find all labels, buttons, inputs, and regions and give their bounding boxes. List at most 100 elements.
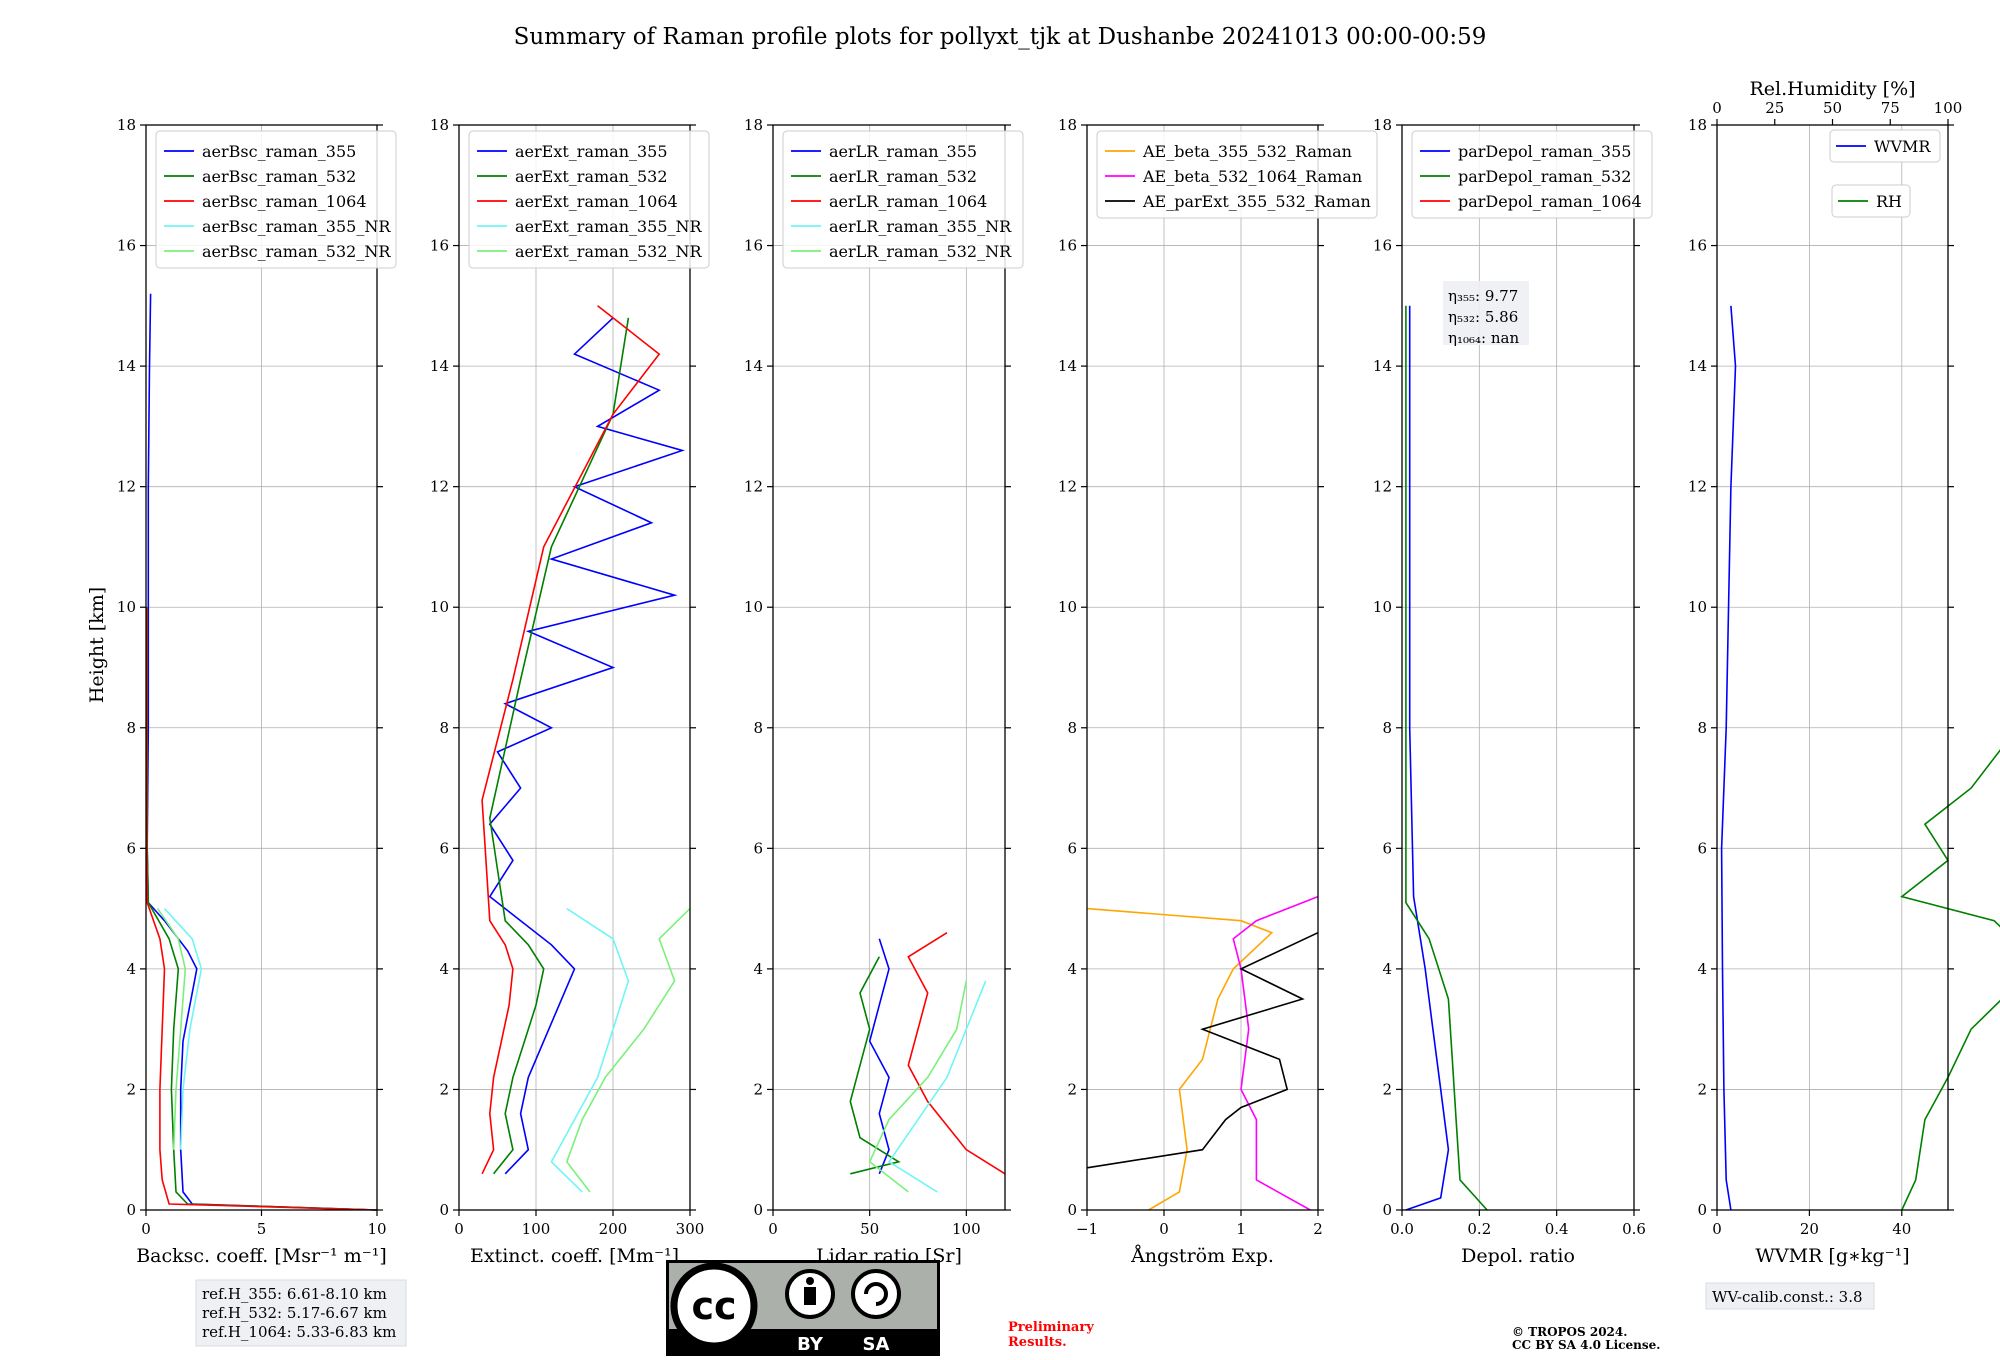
ext-ytick-label: 14 [430, 357, 449, 375]
ext-legend-label: aerExt_raman_355 [515, 142, 668, 161]
wv-xtick-label: 0 [1712, 1220, 1722, 1238]
eta-annotation-line: η₃₅₅: 9.77 [1448, 287, 1518, 305]
bsc-ytick-label: 4 [126, 960, 136, 978]
lr-series-aerLR_raman_355_NR [887, 980, 987, 1193]
bsc-series-aerBsc_raman_1064 [145, 607, 378, 1211]
ext-ytick-label: 2 [439, 1080, 449, 1098]
eta-annotation-line: η₅₃₂: 5.86 [1448, 308, 1518, 326]
ext-xlabel: Extinct. coeff. [Mm⁻¹] [470, 1245, 679, 1267]
ref-height-532: ref.H_532: 5.17-6.67 km [202, 1304, 387, 1322]
ext-ytick-label: 16 [430, 237, 449, 255]
ae-xtick-label: −1 [1076, 1220, 1098, 1238]
eta-annotation-line: η₁₀₆₄: nan [1448, 329, 1519, 347]
depol-ytick-label: 14 [1373, 357, 1392, 375]
ext-series-aerExt_raman_532_NR [565, 908, 691, 1193]
preliminary-line1: Preliminary [1008, 1320, 1094, 1335]
ae-legend-label: AE_beta_532_1064_Raman [1142, 167, 1362, 186]
ae-xtick-label: 2 [1313, 1220, 1323, 1238]
depol-legend-label: parDepol_raman_1064 [1458, 192, 1642, 211]
wv-top-tick-label: 75 [1881, 99, 1900, 117]
bsc-legend-label: aerBsc_raman_1064 [202, 192, 367, 211]
panel-bsc: 0 2 4 6 8 10 12 14 16 18 0 5 10 Backsc. coeff. [Msr⁻¹… [117, 116, 397, 1267]
wv-ytick-label: 12 [1688, 478, 1707, 496]
ext-ytick-label: 10 [430, 598, 449, 616]
ext-ytick-label: 8 [439, 719, 449, 737]
ext-legend-label: aerExt_raman_532 [515, 167, 668, 186]
lr-ytick-label: 12 [744, 478, 763, 496]
lr-legend-box [782, 130, 1024, 269]
ext-frame [458, 124, 691, 1211]
lr-ytick-label: 10 [744, 598, 763, 616]
ext-ytick-label: 12 [430, 478, 449, 496]
lr-ytick-label: 16 [744, 237, 763, 255]
depol-series-parDepol_raman_355 [1405, 305, 1450, 1211]
ae-ytick-label: 4 [1067, 960, 1077, 978]
bsc-ytick-label: 18 [117, 116, 136, 134]
ref-height-355: ref.H_355: 6.61-8.10 km [202, 1285, 387, 1303]
lr-ytick-label: 2 [753, 1080, 763, 1098]
depol-xtick-label: 0.2 [1467, 1220, 1491, 1238]
ae-ytick-label: 18 [1058, 116, 1077, 134]
lr-legend-label: aerLR_raman_532 [829, 167, 977, 186]
lr-ytick-label: 4 [753, 960, 763, 978]
bsc-ytick-label: 10 [117, 598, 136, 616]
wv-series-WVMR [1720, 305, 1737, 1211]
panel-ext: 0 2 4 6 8 10 12 14 16 18 0 100 200 300 Extinct. coeff.… [430, 116, 710, 1267]
wv-ytick-label: 10 [1688, 598, 1707, 616]
preliminary-line2: Results. [1008, 1335, 1067, 1350]
ae-ytick-label: 14 [1058, 357, 1077, 375]
wv-ytick-label: 2 [1697, 1080, 1707, 1098]
bsc-legend-label: aerBsc_raman_355 [202, 142, 356, 161]
lr-frame [772, 124, 1006, 1211]
bsc-ytick-label: 16 [117, 237, 136, 255]
wv-ytick-label: 8 [1697, 719, 1707, 737]
bsc-xtick-label: 0 [141, 1220, 151, 1238]
depol-ytick-label: 4 [1382, 960, 1392, 978]
lr-legend-label: aerLR_raman_1064 [829, 192, 987, 211]
ae-xtick-label: 1 [1236, 1220, 1246, 1238]
bsc-legend-label: aerBsc_raman_532_NR [202, 242, 391, 261]
ext-xtick-label: 300 [676, 1220, 705, 1238]
ae-ytick-label: 16 [1058, 237, 1077, 255]
ae-series-AE_beta_532_1064_Raman [1232, 895, 1319, 1211]
bsc-series-aerBsc_raman_355 [146, 293, 378, 1211]
wv-legend-label: RH [1876, 192, 1902, 211]
wv-xtick-label: 20 [1800, 1220, 1819, 1238]
depol-frame [1401, 124, 1635, 1211]
ae-legend-label: AE_beta_355_532_Raman [1142, 142, 1352, 161]
wv-top-tick-label: 50 [1823, 99, 1842, 117]
cc-license-badge: cc BY SA [666, 1260, 940, 1356]
ext-series-aerExt_raman_355_NR [550, 907, 630, 1193]
ref-heights-bg [195, 1279, 407, 1347]
depol-xtick-label: 0.4 [1545, 1220, 1569, 1238]
depol-legend-box [1411, 130, 1653, 219]
wv-calib-box: WV-calib.const.: 3.8 [1705, 1282, 1875, 1310]
lr-ytick-label: 18 [744, 116, 763, 134]
ext-legend-label: aerExt_raman_532_NR [515, 242, 703, 261]
lr-series-aerLR_raman_532 [849, 956, 901, 1175]
copyright-line1: © TROPOS 2024. [1512, 1325, 1627, 1339]
depol-legend-label: parDepol_raman_532 [1458, 167, 1631, 186]
wv-xlabel: WVMR [g∗kg⁻¹] [1755, 1245, 1909, 1267]
ae-xlabel: Ångström Exp. [1130, 1245, 1274, 1267]
depol-ytick-label: 10 [1373, 598, 1392, 616]
cc-logo-text: cc [691, 1284, 736, 1328]
bsc-legend-box [155, 130, 397, 269]
bsc-series-aerBsc_raman_355_NR [163, 908, 203, 1150]
depol-series-parDepol_raman_532 [1405, 305, 1488, 1211]
depol-ytick-label: 12 [1373, 478, 1392, 496]
panel-wv: 0 2 4 6 8 10 12 14 16 18 0 20 40 WVMR [g∗kg⁻¹] WVMR RH 0… [1688, 78, 2000, 1267]
bsc-legend-label: aerBsc_raman_532 [202, 167, 356, 186]
wv-ytick-label: 16 [1688, 237, 1707, 255]
panel-depol: 0 2 4 6 8 10 12 14 16 18 0.0 0.2 0.4 0.6 Depol. ratio p… [1373, 116, 1653, 1267]
sa-icon-arrow [864, 1282, 888, 1306]
bsc-ytick-label: 14 [117, 357, 136, 375]
by-icon-body [804, 1287, 816, 1305]
bsc-ytick-label: 6 [126, 839, 136, 857]
ext-xtick-label: 100 [522, 1220, 551, 1238]
ae-legend-label: AE_parExt_355_532_Raman [1142, 192, 1371, 211]
lr-ytick-label: 0 [753, 1201, 763, 1219]
depol-xtick-label: 0.6 [1622, 1220, 1646, 1238]
